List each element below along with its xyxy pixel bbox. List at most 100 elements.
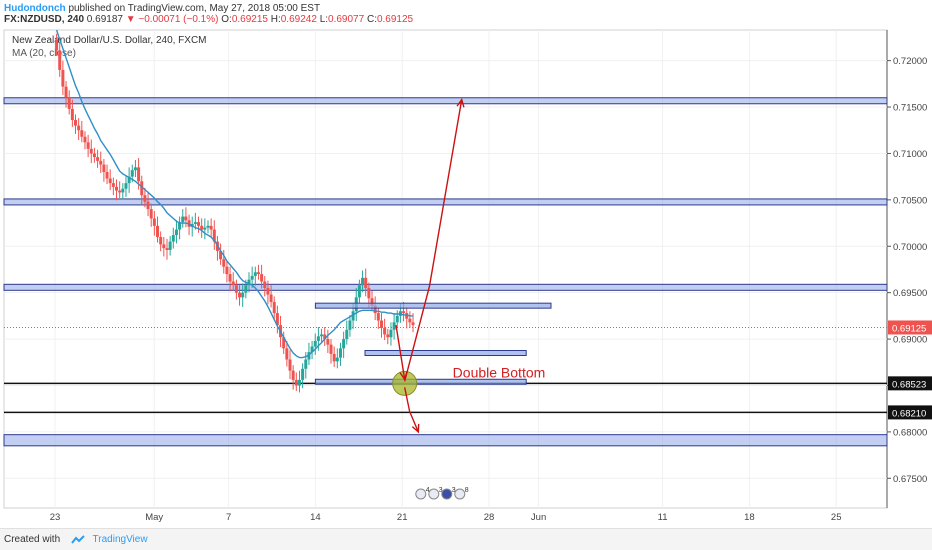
x-tick-label: 21	[397, 512, 408, 523]
candle-body	[165, 248, 169, 250]
candle-body	[55, 39, 59, 51]
event-count-label: 3	[452, 487, 456, 494]
candle-body	[152, 218, 156, 226]
candle-body	[408, 318, 412, 323]
level-price-tag	[888, 405, 932, 420]
x-tick-label: 14	[310, 512, 321, 523]
candle-body	[124, 183, 128, 189]
candle-body	[146, 201, 150, 210]
last-price: 0.69187	[86, 14, 123, 25]
candle-body	[140, 181, 144, 196]
candle-body	[294, 379, 298, 386]
y-tick-label: 0.67500	[893, 474, 927, 485]
current-price-label: 0.69125	[892, 323, 926, 334]
y-tick-label: 0.70500	[893, 195, 927, 206]
event-count-label: 3	[439, 487, 443, 494]
candle-body	[304, 359, 308, 369]
candle-body	[402, 311, 406, 314]
candle-body	[282, 337, 286, 349]
candle-body	[288, 359, 292, 371]
y-tick-label: 0.72000	[893, 56, 927, 67]
consolidation-zone	[314, 302, 552, 309]
x-tick-label: 11	[658, 512, 668, 523]
candle-body	[351, 311, 355, 321]
candle-body	[206, 225, 210, 228]
candle-body	[338, 348, 342, 358]
low-value: 0.69077	[328, 14, 365, 25]
candle-body	[367, 288, 371, 299]
economic-event-icon	[441, 488, 453, 500]
candle-body	[105, 172, 109, 179]
x-tick-label: 7	[226, 512, 231, 523]
consolidation-zone	[364, 349, 527, 356]
candle-body	[247, 279, 251, 286]
footer: Created with TradingView	[0, 528, 932, 550]
candle-body	[405, 313, 409, 319]
event-count-label: 4	[426, 487, 430, 494]
level-price-label: 0.68210	[892, 408, 926, 419]
candle-body	[111, 183, 115, 187]
candle-body	[313, 340, 317, 347]
candle-body	[234, 285, 238, 293]
candle-body	[250, 275, 254, 280]
candle-body	[411, 322, 415, 326]
candle-body	[335, 357, 339, 362]
candle-body	[345, 329, 349, 340]
double-bottom-marker	[392, 370, 418, 396]
open-value: 0.69215	[231, 14, 268, 25]
candle-body	[212, 229, 216, 242]
candle-body	[310, 346, 314, 353]
candle-body	[178, 222, 182, 230]
candle-body	[197, 222, 201, 226]
candle-body	[228, 274, 232, 282]
candle-body	[77, 125, 81, 131]
x-tick-label: 23	[50, 512, 61, 523]
candle-body	[238, 292, 242, 298]
price-chart[interactable]: 0.72000 0.71500 0.71000 0.70500 0.70000 0.695…	[0, 26, 932, 528]
candle-body	[61, 69, 65, 87]
level-price-label: 0.68523	[892, 379, 926, 390]
candle-body	[200, 225, 204, 230]
high-value: 0.69242	[280, 14, 317, 25]
candle-body	[370, 298, 374, 306]
y-tick-label: 0.71500	[893, 103, 927, 114]
candle-body	[99, 160, 103, 165]
sr-zone	[3, 97, 888, 105]
candle-body	[379, 320, 383, 328]
low-label: L:	[319, 14, 329, 25]
candle-body	[115, 186, 119, 191]
candle-body	[260, 274, 264, 282]
candle-body	[241, 292, 245, 298]
close-label: C:	[366, 14, 377, 25]
candle-body	[395, 315, 399, 323]
candle-body	[162, 244, 166, 249]
tradingview-brand[interactable]: TradingView	[92, 534, 148, 545]
candle-body	[121, 188, 125, 193]
author-link[interactable]: Hudondonch	[4, 3, 66, 14]
candle-body	[316, 336, 320, 341]
candle-body	[58, 50, 62, 70]
candle-body	[297, 379, 301, 386]
x-tick-label: 28	[484, 512, 495, 523]
x-tick-label: Jun	[531, 512, 546, 523]
current-price-tag	[888, 320, 932, 335]
candle-body	[326, 339, 330, 345]
event-count-label: 8	[465, 487, 469, 494]
x-tick-label: May	[145, 512, 163, 523]
y-tick-label: 0.70000	[893, 242, 927, 253]
open-label: O:	[221, 14, 232, 25]
candle-body	[364, 277, 368, 289]
economic-event-icon	[454, 488, 466, 500]
candle-body	[307, 352, 311, 360]
created-with-label: Created with	[4, 534, 61, 545]
candle-body	[329, 344, 333, 354]
candle-body	[357, 285, 361, 298]
candle-body	[203, 227, 207, 230]
economic-event-icon	[428, 488, 440, 500]
candle-body	[74, 120, 78, 126]
publish-info: published on TradingView.com, May 27, 20…	[68, 3, 321, 14]
candle-body	[231, 281, 235, 286]
candle-body	[193, 222, 197, 224]
candle-body	[86, 142, 90, 149]
y-tick-label: 0.71000	[893, 149, 927, 160]
